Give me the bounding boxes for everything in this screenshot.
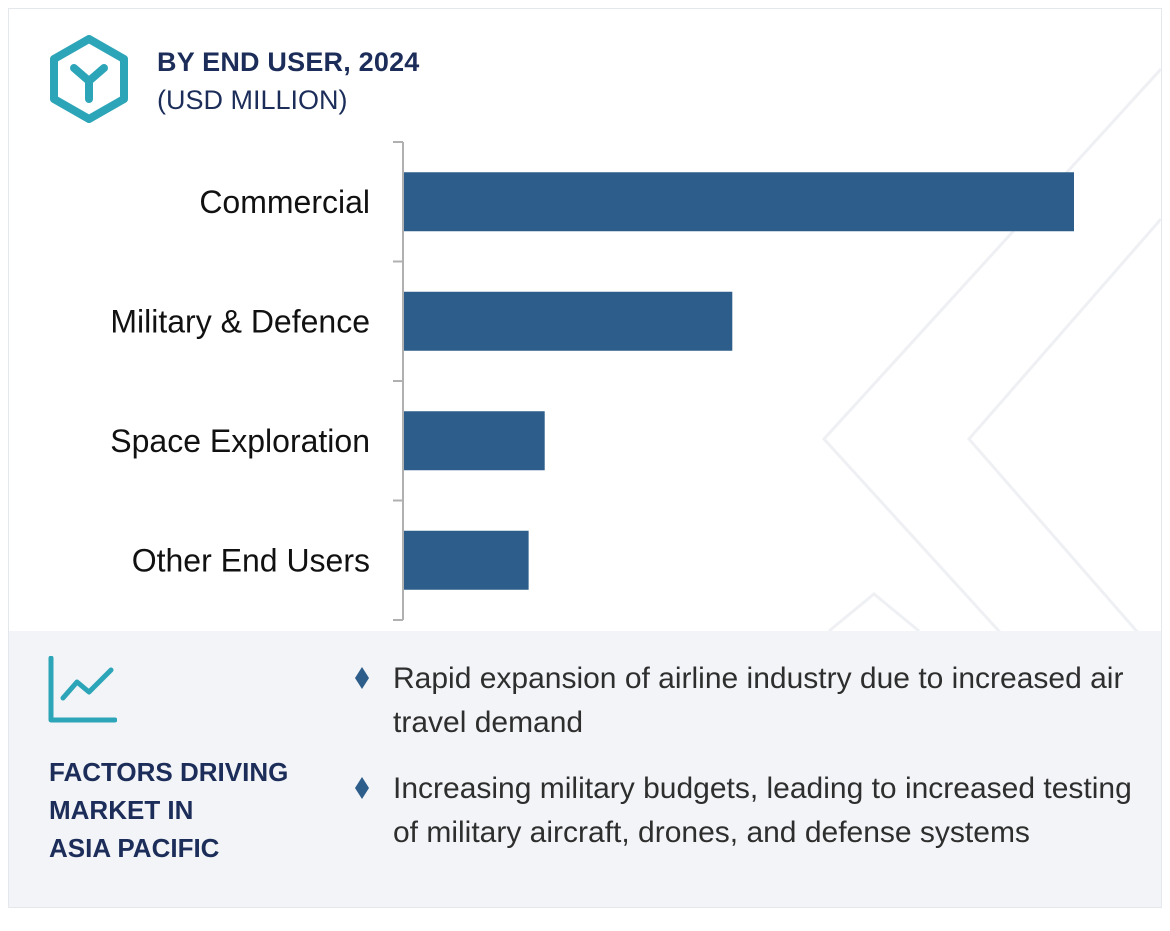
category-label: Commercial xyxy=(199,184,370,220)
trend-line-icon xyxy=(48,656,117,723)
factors-panel: FACTORS DRIVING MARKET IN ASIA PACIFIC R… xyxy=(9,631,1161,907)
factors-list: Rapid expansion of airline industry due … xyxy=(355,657,1145,877)
bar xyxy=(404,291,733,351)
factors-title-line: ASIA PACIFIC xyxy=(49,833,220,863)
factors-title: FACTORS DRIVING MARKET IN ASIA PACIFIC xyxy=(49,753,319,867)
factor-text: Rapid expansion of airline industry due … xyxy=(393,662,1124,739)
factor-item: Rapid expansion of airline industry due … xyxy=(355,657,1145,745)
bar-chart: Commercial Military & Defence Space Explor… xyxy=(110,141,1074,621)
factor-text: Increasing military budgets, leading to … xyxy=(393,772,1132,849)
factor-item: Increasing military budgets, leading to … xyxy=(355,767,1145,855)
chart-subtitle: (USD MILLION) xyxy=(157,85,348,115)
category-label: Military & Defence xyxy=(110,303,370,339)
diamond-bullet-icon xyxy=(355,777,369,799)
factors-title-line: FACTORS DRIVING xyxy=(49,757,289,787)
bar xyxy=(404,530,529,590)
category-label: Other End Users xyxy=(132,542,370,578)
bar xyxy=(404,172,1074,232)
factors-title-line: MARKET IN xyxy=(49,795,194,825)
hexagon-y-logo-icon xyxy=(50,35,128,123)
diamond-bullet-icon xyxy=(355,667,369,689)
category-label: Space Exploration xyxy=(110,423,370,459)
chart-title: BY END USER, 2024 xyxy=(157,47,420,77)
bar xyxy=(404,411,545,471)
chart-card: BY END USER, 2024 (USD MILLION) Commerci… xyxy=(8,8,1162,908)
